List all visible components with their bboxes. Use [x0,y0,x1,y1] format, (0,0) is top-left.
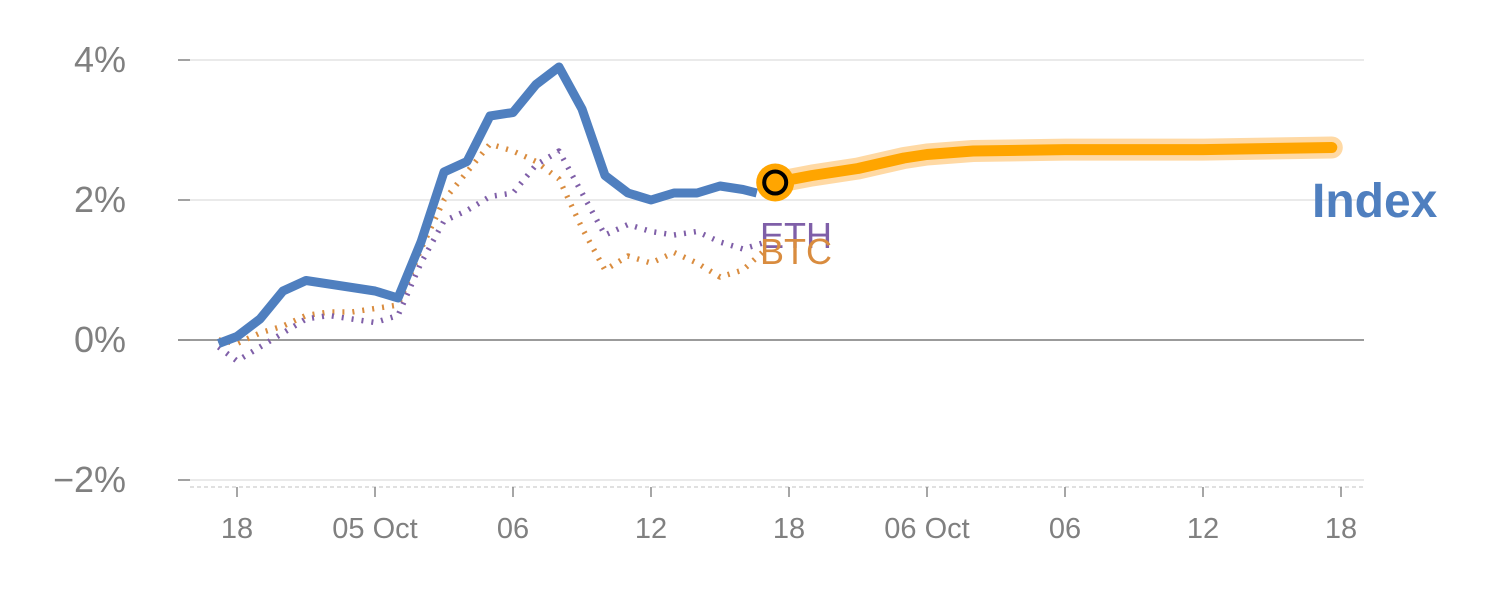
y-tick-label: 0% [74,319,126,360]
x-tick-label: 18 [773,513,805,545]
y-tick-label: −2% [53,459,126,500]
x-tick-label: 06 Oct [884,513,969,545]
index-series-line [216,62,758,348]
y-tick-label: 2% [74,179,126,220]
y-tick-label: 4% [74,39,126,80]
eth-label: ETH [760,215,832,256]
y-axis: 4% 2% 0% −2% [53,39,190,500]
x-tick-label: 06 [1049,513,1081,545]
x-axis: 18 05 Oct 06 12 18 06 Oct 06 12 18 [190,486,1364,545]
series-lines [216,62,1343,364]
index-label: Index [1312,175,1438,228]
current-marker-dot [762,169,789,196]
series-labels: ETH BTC Index [760,175,1438,272]
x-tick-label: 12 [1187,513,1219,545]
x-tick-label: 18 [221,513,253,545]
x-tick-label: 18 [1325,513,1357,545]
x-tick-label: 06 [497,513,529,545]
x-tick-label: 12 [635,513,667,545]
btc-label: BTC [760,231,832,272]
x-tick-label: 05 Oct [332,513,417,545]
projection-line [769,142,1338,188]
gridlines [178,59,1364,481]
btc-series-line [218,141,768,347]
